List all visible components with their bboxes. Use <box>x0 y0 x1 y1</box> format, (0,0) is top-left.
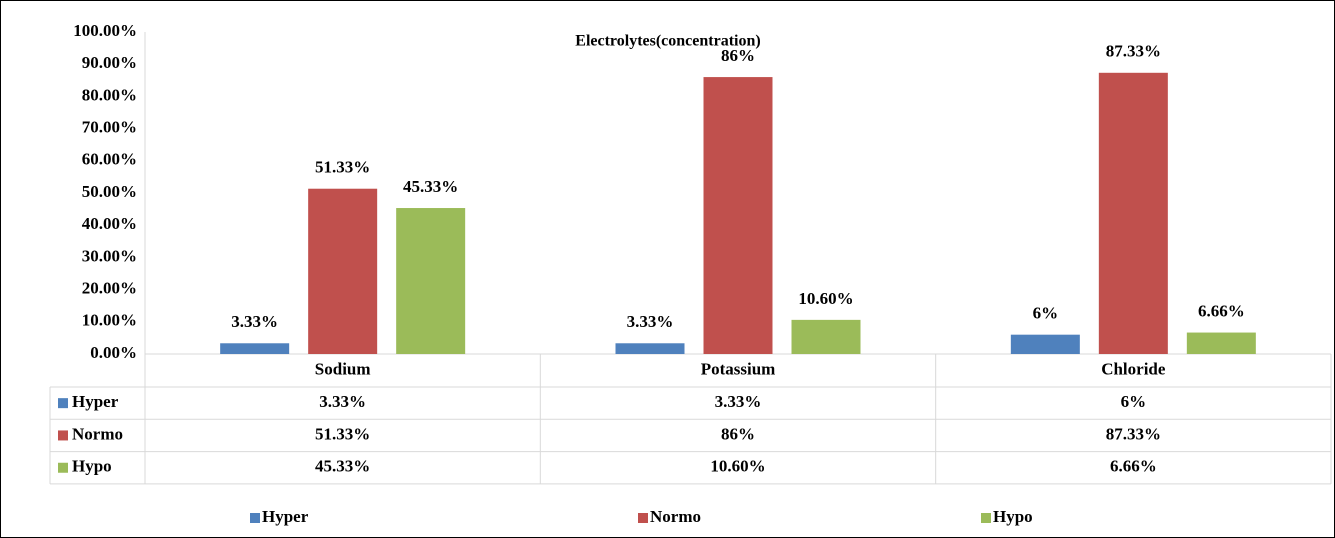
bar <box>1010 334 1080 354</box>
legend-key <box>638 513 648 523</box>
bar <box>308 188 378 354</box>
bar <box>1186 332 1256 354</box>
table-legend-key <box>58 462 68 473</box>
data-label: 10.60% <box>798 289 853 308</box>
y-tick-label: 50.00% <box>82 182 137 201</box>
table-cell: 87.33% <box>1106 424 1161 443</box>
table-row-label: Hypo <box>72 457 112 476</box>
x-tick-label: Potassium <box>701 359 776 378</box>
table-cell: 51.33% <box>315 424 370 443</box>
table-cell: 6.66% <box>1110 457 1157 476</box>
table-cell: 45.33% <box>315 457 370 476</box>
bar <box>220 343 290 354</box>
data-label: 86% <box>721 46 755 65</box>
table-cell: 10.60% <box>710 457 765 476</box>
data-label: 6.66% <box>1198 301 1245 320</box>
table-legend-key <box>58 398 68 409</box>
y-tick-label: 90.00% <box>82 53 137 72</box>
table-row-label: Normo <box>72 424 123 443</box>
y-tick-label: 0.00% <box>90 343 137 362</box>
x-tick-label: Sodium <box>315 359 371 378</box>
table-cell: 86% <box>721 424 755 443</box>
table-cell: 6% <box>1121 392 1147 411</box>
legend-label: Normo <box>650 507 701 526</box>
y-tick-label: 30.00% <box>82 246 137 265</box>
data-label: 3.33% <box>231 312 278 331</box>
bar <box>615 343 685 354</box>
data-label: 45.33% <box>403 177 458 196</box>
legend-key <box>981 513 991 523</box>
table-cell: 3.33% <box>715 392 762 411</box>
legend-label: Hyper <box>262 507 309 526</box>
bar <box>791 319 861 354</box>
legend-label: Hypo <box>993 507 1033 526</box>
y-tick-label: 100.00% <box>73 21 137 40</box>
x-tick-label: Chloride <box>1101 359 1166 378</box>
data-label: 3.33% <box>627 312 674 331</box>
data-label: 87.33% <box>1106 42 1161 61</box>
y-tick-label: 20.00% <box>82 279 137 298</box>
table-cell: 3.33% <box>319 392 366 411</box>
y-tick-label: 60.00% <box>82 150 137 169</box>
table-row-label: Hyper <box>72 392 119 411</box>
y-tick-label: 80.00% <box>82 85 137 104</box>
bar <box>396 208 466 354</box>
chart-title: Electrolytes(concentration) <box>575 33 760 50</box>
legend-key <box>250 513 260 523</box>
bar <box>703 77 773 354</box>
bar <box>1098 72 1168 355</box>
y-tick-label: 70.00% <box>82 118 137 137</box>
y-tick-label: 10.00% <box>82 311 137 330</box>
data-label: 51.33% <box>315 158 370 177</box>
data-label: 6% <box>1033 304 1059 323</box>
table-legend-key <box>58 430 68 441</box>
y-tick-label: 40.00% <box>82 214 137 233</box>
